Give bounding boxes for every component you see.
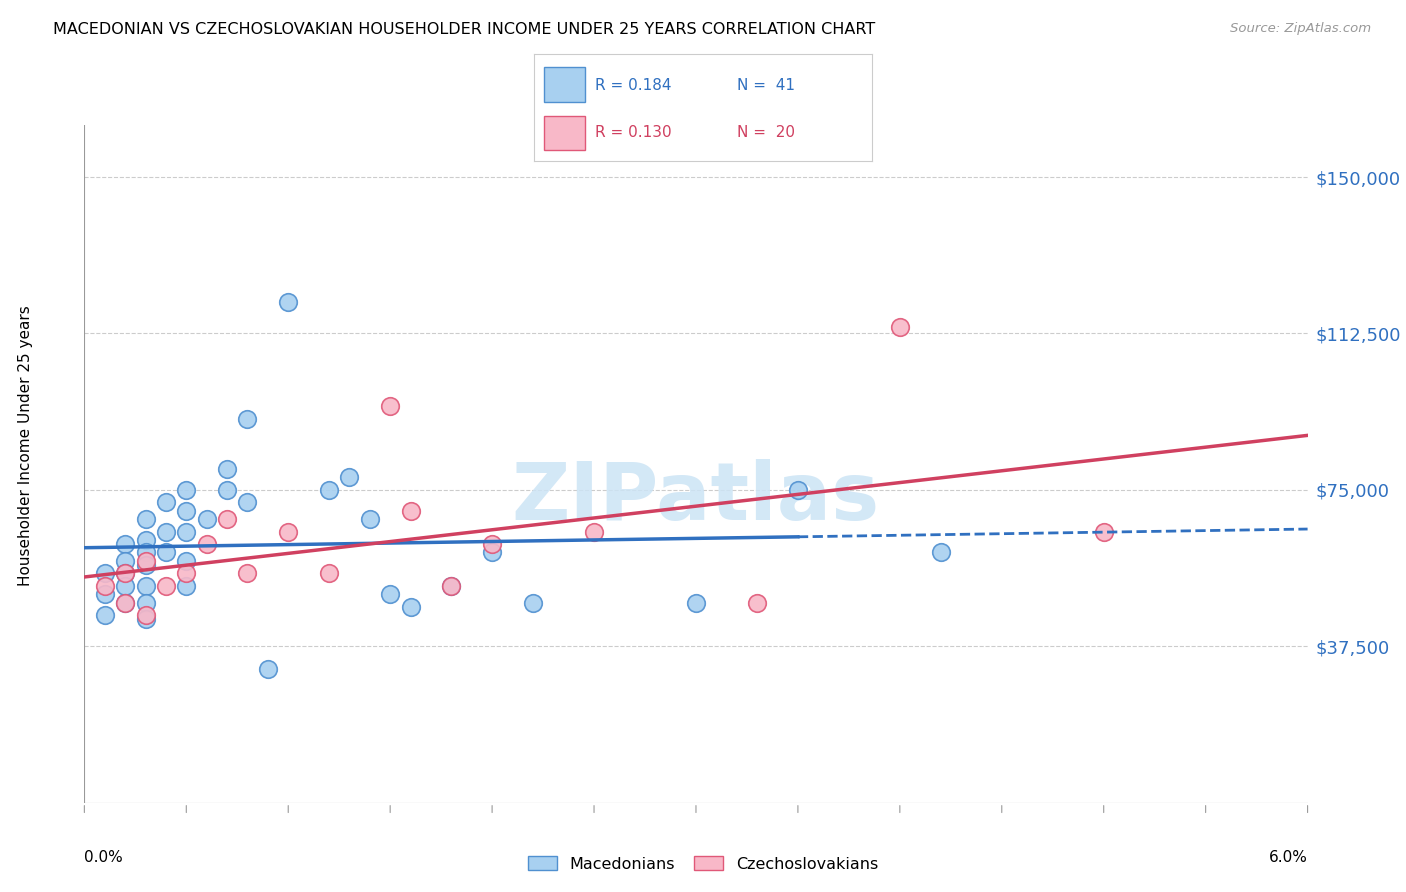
Point bbox=[236, 566, 259, 581]
Point bbox=[522, 596, 544, 610]
Point bbox=[114, 554, 136, 568]
Point bbox=[399, 504, 422, 518]
Point bbox=[114, 579, 136, 593]
Point bbox=[380, 587, 402, 601]
Point bbox=[176, 554, 198, 568]
Point bbox=[135, 554, 157, 568]
Text: 0.0%: 0.0% bbox=[84, 850, 124, 865]
Text: R = 0.130: R = 0.130 bbox=[595, 125, 672, 140]
Point bbox=[195, 512, 218, 526]
Text: MACEDONIAN VS CZECHOSLOVAKIAN HOUSEHOLDER INCOME UNDER 25 YEARS CORRELATION CHAR: MACEDONIAN VS CZECHOSLOVAKIAN HOUSEHOLDE… bbox=[53, 22, 876, 37]
Point bbox=[889, 320, 911, 334]
Point bbox=[481, 537, 503, 551]
Point bbox=[787, 483, 810, 497]
Point bbox=[277, 295, 299, 310]
Point bbox=[236, 495, 259, 509]
Point bbox=[155, 495, 177, 509]
Text: N =  41: N = 41 bbox=[737, 78, 794, 93]
Point bbox=[93, 566, 117, 581]
Legend: Macedonians, Czechoslovakians: Macedonians, Czechoslovakians bbox=[520, 848, 886, 880]
Text: Source: ZipAtlas.com: Source: ZipAtlas.com bbox=[1230, 22, 1371, 36]
Point bbox=[135, 612, 157, 626]
Point bbox=[318, 566, 340, 581]
Point bbox=[114, 596, 136, 610]
Point bbox=[176, 566, 198, 581]
Point bbox=[93, 587, 117, 601]
Point bbox=[318, 483, 340, 497]
Point bbox=[217, 512, 239, 526]
Point bbox=[481, 545, 503, 559]
Point bbox=[583, 524, 606, 539]
Point bbox=[440, 579, 463, 593]
Point bbox=[155, 545, 177, 559]
Point bbox=[155, 579, 177, 593]
Point bbox=[195, 537, 218, 551]
Point bbox=[135, 608, 157, 623]
Point bbox=[217, 462, 239, 476]
Point bbox=[277, 524, 299, 539]
Point bbox=[135, 558, 157, 572]
Point bbox=[747, 596, 769, 610]
Point bbox=[1092, 524, 1115, 539]
Point bbox=[380, 400, 402, 414]
Text: ZIPatlas: ZIPatlas bbox=[512, 458, 880, 537]
Point bbox=[359, 512, 381, 526]
Point bbox=[685, 596, 707, 610]
Text: R = 0.184: R = 0.184 bbox=[595, 78, 672, 93]
Point bbox=[135, 579, 157, 593]
Point bbox=[257, 662, 280, 676]
Point bbox=[114, 537, 136, 551]
Point bbox=[217, 483, 239, 497]
Point bbox=[399, 599, 422, 614]
Point bbox=[440, 579, 463, 593]
Bar bbox=[544, 68, 585, 102]
Point bbox=[176, 483, 198, 497]
Point bbox=[135, 512, 157, 526]
Point bbox=[176, 504, 198, 518]
Point bbox=[155, 524, 177, 539]
Point bbox=[135, 596, 157, 610]
Point bbox=[114, 566, 136, 581]
Text: Householder Income Under 25 years: Householder Income Under 25 years bbox=[18, 306, 32, 586]
Point bbox=[339, 470, 361, 484]
Point bbox=[236, 412, 259, 426]
Point bbox=[114, 566, 136, 581]
Text: N =  20: N = 20 bbox=[737, 125, 794, 140]
Point bbox=[114, 596, 136, 610]
Point bbox=[176, 524, 198, 539]
Point bbox=[929, 545, 952, 559]
Text: 6.0%: 6.0% bbox=[1268, 850, 1308, 865]
Bar bbox=[544, 116, 585, 150]
Point bbox=[135, 533, 157, 547]
Point bbox=[176, 579, 198, 593]
Point bbox=[93, 579, 117, 593]
Point bbox=[93, 608, 117, 623]
Point bbox=[135, 545, 157, 559]
